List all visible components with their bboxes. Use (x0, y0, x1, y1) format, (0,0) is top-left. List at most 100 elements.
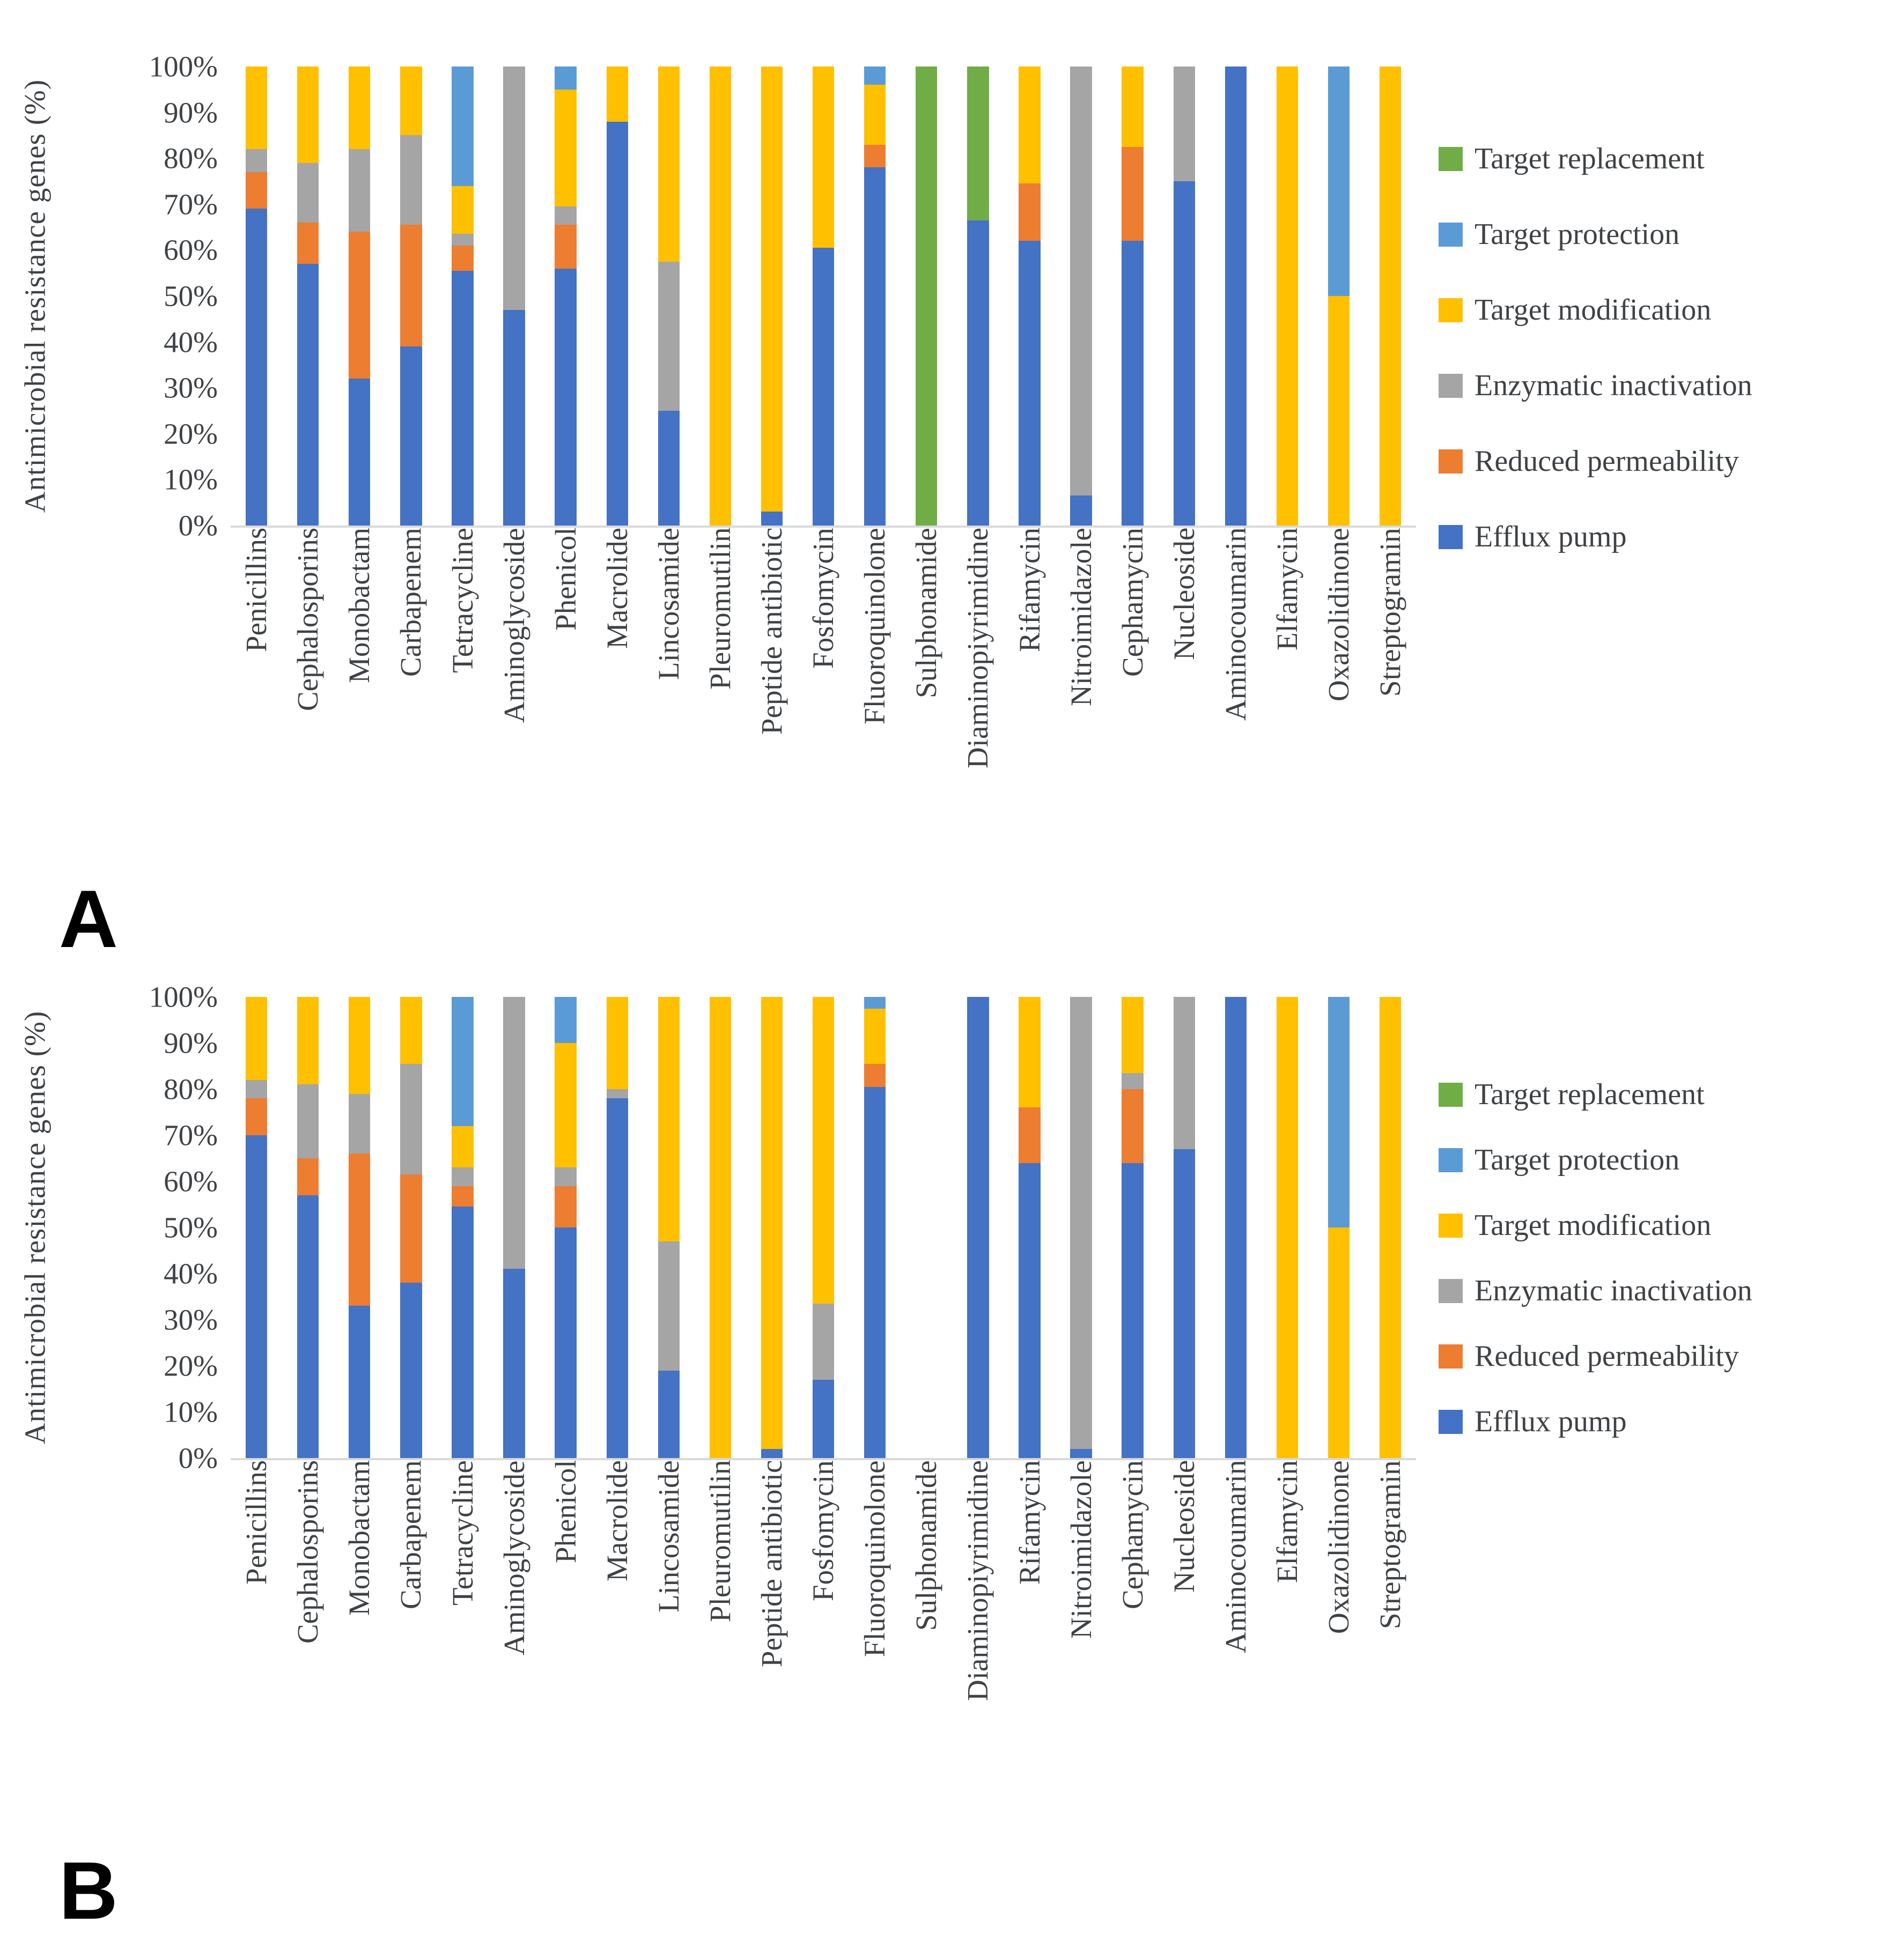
stacked-bar (812, 997, 835, 1458)
bar-phenicol (540, 66, 592, 526)
bar-segment-efflux-pump (606, 1098, 628, 1458)
legend-label: Reduced permeability (1475, 445, 1739, 478)
bar-segment-target-modification (761, 66, 783, 512)
x-label-nucleoside: Nucleoside (1167, 1460, 1200, 1593)
bar-segment-reduced-permeability (400, 225, 422, 347)
bar-segment-efflux-pump (297, 1195, 319, 1458)
plot-main-a: Penicillins Cephalosporins Monobactam Carba… (231, 66, 1416, 943)
bar-segment-enzymatic-inactivation (812, 1303, 835, 1380)
legend-swatch-icon (1439, 449, 1463, 474)
bar-carbapenem (385, 66, 437, 526)
stacked-bar (1379, 66, 1402, 526)
bar-nucleoside (1159, 66, 1210, 526)
x-label-rifamycin: Rifamycin (1013, 1460, 1046, 1585)
bar-elfamycin (1262, 66, 1313, 526)
bar-peptide-antibiotic (746, 66, 798, 526)
y-tick-label: 90% (164, 96, 218, 129)
bar-cephalosporins (282, 66, 334, 526)
bar-segment-efflux-pump (452, 1207, 474, 1458)
bar-segment-efflux-pump (1173, 1149, 1195, 1458)
bar-segment-target-modification (245, 66, 268, 150)
x-label-fluoroquinolone: Fluoroquinolone (858, 1460, 891, 1657)
bar-segment-enzymatic-inactivation (297, 162, 319, 223)
y-tick-label: 40% (164, 326, 218, 359)
bar-segment-enzymatic-inactivation (1070, 66, 1092, 496)
bar-segment-target-modification (452, 186, 474, 234)
bar-tetracycline (437, 997, 488, 1458)
legend-item-target-modification: Target modification (1439, 1208, 1752, 1242)
bar-segment-reduced-permeability (297, 1158, 319, 1195)
bar-cephalosporins (282, 997, 334, 1458)
stacked-bar (1328, 997, 1350, 1458)
bar-segment-efflux-pump (400, 346, 422, 526)
x-label-diaminopiyrimidine: Diaminopiyrimidine (961, 528, 994, 769)
bar-cephamycin (1107, 66, 1159, 526)
x-label-carbapenem: Carbapenem (394, 528, 427, 677)
bar-segment-target-protection (555, 997, 577, 1044)
bar-segment-reduced-permeability (297, 223, 319, 264)
y-axis-ticks-a: 100% 90% 80% 70% 60% 50% 40% 30% 20% 10% 0% (70, 52, 231, 541)
y-tick-label: 10% (164, 1395, 218, 1429)
bar-segment-enzymatic-inactivation (503, 997, 525, 1269)
bar-rifamycin (1004, 997, 1055, 1458)
bar-segment-target-protection (864, 997, 886, 1009)
stacked-bar (1019, 66, 1041, 526)
stacked-bar (349, 66, 371, 526)
stacked-bar (1122, 997, 1144, 1458)
y-tick-label: 80% (164, 142, 218, 175)
x-label-carbapenem: Carbapenem (394, 1460, 427, 1609)
bar-segment-target-modification (400, 66, 422, 136)
legend-label: Enzymatic inactivation (1475, 369, 1752, 402)
x-label-aminoglycoside: Aminoglycoside (497, 1460, 530, 1655)
stacked-bar (1276, 997, 1299, 1458)
bar-segment-reduced-permeability (1122, 146, 1144, 241)
bar-segment-efflux-pump (1019, 241, 1041, 526)
bar-segment-enzymatic-inactivation (400, 1063, 422, 1175)
bar-segment-target-replacement (916, 66, 938, 526)
bar-fluoroquinolone (849, 997, 901, 1458)
y-tick-label: 100% (149, 50, 218, 83)
x-label-nucleoside: Nucleoside (1167, 528, 1200, 661)
stacked-bar (1225, 66, 1247, 526)
legend-item-reduced-permeability: Reduced permeability (1439, 444, 1752, 478)
y-tick-label: 80% (164, 1073, 218, 1106)
bar-segment-enzymatic-inactivation (555, 206, 577, 225)
panel-letter-b: B (59, 1845, 118, 1936)
bar-segment-enzymatic-inactivation (658, 1241, 680, 1371)
y-tick-label: 20% (164, 417, 218, 450)
x-label-rifamycin: Rifamycin (1013, 528, 1046, 653)
stacked-bar (245, 997, 268, 1458)
legend-swatch-icon (1439, 1148, 1463, 1172)
x-label-penicillins: Penicillins (240, 1460, 273, 1585)
bar-tetracycline (437, 66, 488, 526)
bar-segment-target-modification (606, 66, 628, 122)
stacked-bar (555, 997, 577, 1458)
bar-segment-target-modification (400, 997, 422, 1064)
legend-label: Target modification (1475, 1209, 1712, 1242)
bar-segment-efflux-pump (1173, 181, 1195, 526)
bar-nitroimidazole (1056, 66, 1107, 526)
bar-fluoroquinolone (849, 66, 901, 526)
bar-segment-target-modification (812, 66, 835, 248)
stacked-bar (761, 66, 783, 526)
bar-segment-efflux-pump (812, 1379, 835, 1458)
stacked-bar (864, 66, 886, 526)
x-label-diaminopiyrimidine: Diaminopiyrimidine (961, 1460, 994, 1702)
bar-carbapenem (385, 997, 437, 1458)
bar-segment-target-protection (452, 66, 474, 186)
bar-streptogramin (1365, 997, 1416, 1458)
bar-streptogramin (1365, 66, 1416, 526)
bar-segment-target-protection (864, 66, 886, 85)
bar-aminocoumarin (1210, 66, 1262, 526)
bar-segment-efflux-pump (503, 1269, 525, 1458)
bar-segment-target-modification (297, 997, 319, 1085)
y-tick-label: 70% (164, 1119, 218, 1152)
bar-segment-efflux-pump (761, 512, 783, 526)
x-label-peptide-antibiotic: Peptide antibiotic (755, 528, 788, 735)
bar-segment-reduced-permeability (349, 1153, 371, 1306)
bar-segment-enzymatic-inactivation (606, 1089, 628, 1099)
bar-segment-enzymatic-inactivation (245, 1079, 268, 1099)
legend-item-target-replacement: Target replacement (1439, 142, 1752, 176)
bar-segment-efflux-pump (761, 1448, 783, 1458)
bar-segment-target-modification (812, 997, 835, 1304)
